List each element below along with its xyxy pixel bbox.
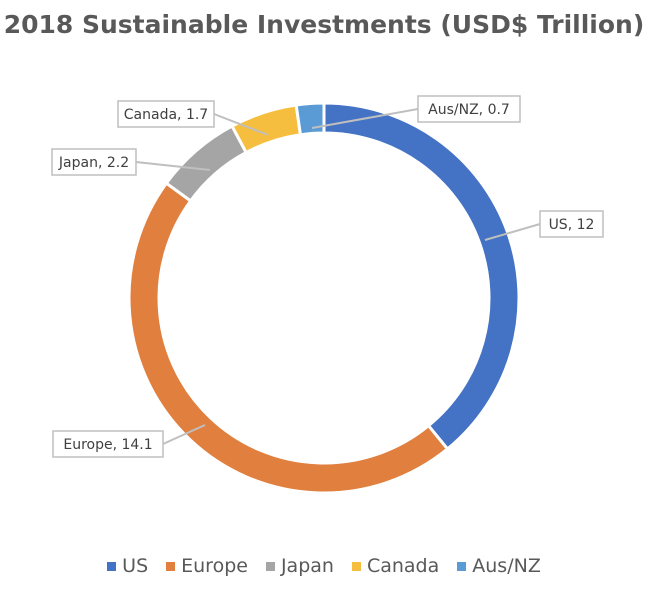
slice-japan — [164, 124, 249, 203]
legend-swatch — [351, 562, 361, 571]
leader-line-japan — [135, 161, 211, 171]
slice-us — [322, 101, 521, 452]
legend-label: Canada — [366, 555, 440, 577]
data-label-box — [52, 430, 164, 458]
legend-swatch — [265, 562, 275, 571]
leader-line-europe — [162, 424, 206, 445]
legend-item-canada: Canada — [351, 555, 440, 577]
leader-line-aus-nz — [311, 108, 419, 129]
data-label-box — [539, 210, 604, 238]
legend-item-europe: Europe — [166, 555, 248, 577]
donut-chart: US, 12 Europe, 14.1 Japan, 2.2 Canada, 1.7 A… — [51, 95, 604, 495]
legend-swatch — [107, 562, 117, 571]
chart-title: 2018 Sustainable Investments (USD$ Trill… — [3, 10, 645, 39]
legend-label: Europe — [181, 555, 248, 577]
legend-swatch — [457, 562, 467, 571]
legend-swatch — [166, 562, 176, 571]
data-label-europe: Europe, 14.1 — [63, 437, 152, 453]
legend-label: Japan — [280, 555, 334, 577]
slice-europe — [127, 181, 450, 495]
data-label-us: US, 12 — [549, 217, 595, 233]
data-label-canada: Canada, 1.7 — [124, 107, 208, 123]
data-label-japan: Japan, 2.2 — [58, 155, 129, 171]
data-label-aus-nz: Aus/NZ, 0.7 — [428, 102, 510, 118]
legend-label: Aus/NZ — [472, 555, 541, 577]
data-label-box — [117, 100, 215, 128]
legend-label: US — [122, 555, 149, 577]
chart-legend: US Europe Japan Canada Aus/NZ — [0, 555, 648, 577]
data-label-box — [51, 148, 137, 176]
data-label-box — [417, 95, 521, 123]
legend-item-japan: Japan — [265, 555, 334, 577]
leader-line-us — [484, 223, 541, 241]
slice-canada — [229, 103, 303, 155]
legend-item-us: US — [107, 555, 148, 577]
leader-line-canada — [213, 113, 269, 136]
legend-item-aus-nz: Aus/NZ — [457, 555, 541, 577]
slice-aus-nz — [294, 101, 326, 137]
